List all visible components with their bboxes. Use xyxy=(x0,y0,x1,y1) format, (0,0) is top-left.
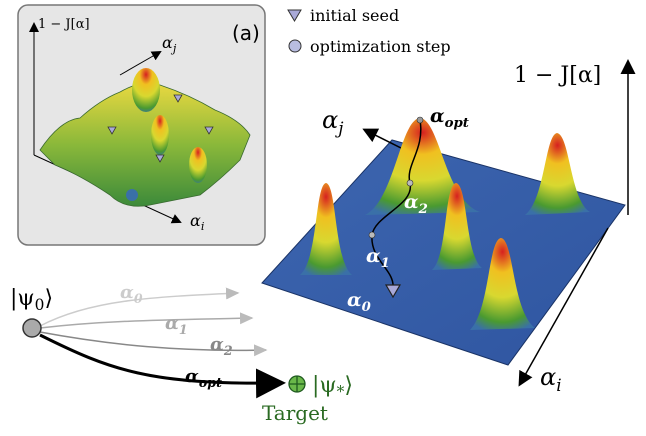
legend-seed: initial seed xyxy=(310,6,399,25)
symbol: α xyxy=(322,106,338,134)
symbol: α xyxy=(347,289,362,311)
legend-step: optimization step xyxy=(310,37,451,56)
inset-peak xyxy=(132,68,160,112)
figure: 1 − J[α] αj αi (a) initial seed optimiza… xyxy=(0,0,646,436)
inset-z-label: 1 − J[α] xyxy=(38,17,90,32)
trajectory xyxy=(40,318,252,328)
trajectory-label: α2 xyxy=(210,334,233,358)
symbol: α xyxy=(404,191,419,213)
symbol: α xyxy=(190,211,201,230)
ket-open: |ψ xyxy=(10,286,35,311)
symbol: α xyxy=(430,105,445,127)
z-label: 1 − J[α] xyxy=(514,63,601,88)
ket-close: ⟩ xyxy=(344,373,353,398)
subscript: opt xyxy=(445,116,470,131)
subscript: 1 xyxy=(381,256,390,271)
inset-peak xyxy=(151,115,169,155)
subscript: 0 xyxy=(134,291,143,306)
subscript: 2 xyxy=(223,343,233,358)
initial-state xyxy=(23,319,41,337)
trajectory-label: αopt xyxy=(185,366,222,390)
x-label: αi xyxy=(540,363,562,395)
legend-seed-icon xyxy=(288,10,301,21)
subscript: 1 xyxy=(179,322,188,337)
point-label: αopt xyxy=(430,105,470,131)
step xyxy=(417,117,423,123)
step xyxy=(407,180,413,186)
symbol: α xyxy=(366,245,381,267)
legend-step-icon xyxy=(289,40,301,52)
subscript: opt xyxy=(199,375,222,390)
trajectory-label: α0 xyxy=(120,282,143,306)
step xyxy=(369,232,375,238)
subscript: 0 xyxy=(35,296,45,314)
symbol: α xyxy=(120,282,134,303)
panel-label: (a) xyxy=(232,21,260,45)
trajectory-label: α1 xyxy=(165,313,188,337)
inset-well xyxy=(126,189,138,201)
target-label: |ψ*⟩ xyxy=(312,373,353,401)
ket-open: |ψ xyxy=(312,373,337,398)
symbol: α xyxy=(162,33,173,52)
symbol: α xyxy=(540,363,556,391)
initial-state-label: |ψ0⟩ xyxy=(10,286,53,314)
target-caption: Target xyxy=(262,401,328,425)
subscript: 0 xyxy=(362,300,372,315)
subscript: i xyxy=(201,220,205,233)
trajectory-opt xyxy=(40,335,280,383)
peak xyxy=(525,133,590,215)
ket-close: ⟩ xyxy=(44,286,53,311)
subscript: 2 xyxy=(418,202,428,217)
y-label: αj xyxy=(322,106,343,138)
symbol: α xyxy=(165,313,179,334)
symbol: α xyxy=(185,366,199,387)
inset-peak xyxy=(189,147,207,183)
subscript: i xyxy=(556,375,561,395)
symbol: α xyxy=(210,334,224,355)
